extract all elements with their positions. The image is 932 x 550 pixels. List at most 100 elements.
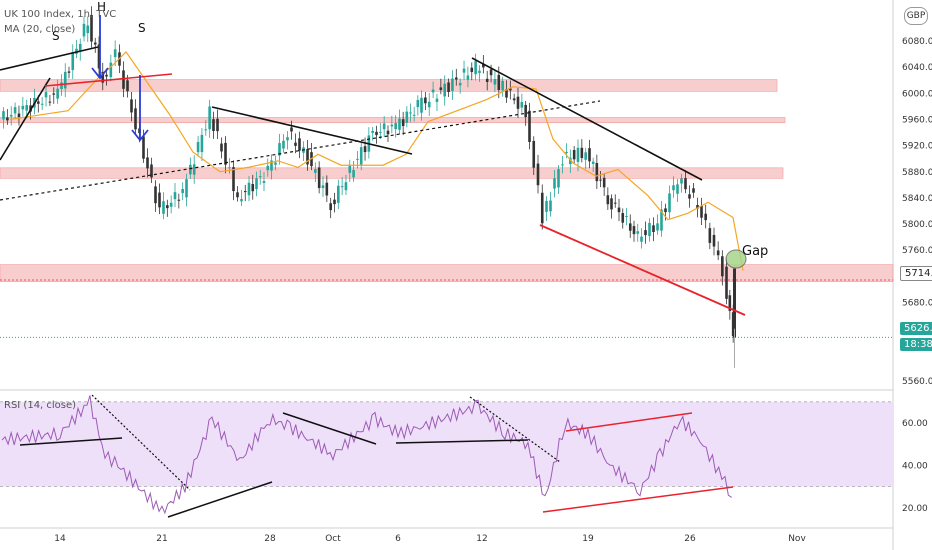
- candle-body: [520, 102, 524, 108]
- candle-body: [648, 222, 651, 237]
- candle-body: [644, 230, 647, 236]
- candle-body: [610, 198, 613, 210]
- candle-body: [595, 163, 599, 182]
- candle-body: [557, 169, 560, 188]
- candle-body: [298, 138, 301, 151]
- candle-body: [317, 167, 321, 189]
- candle-body: [696, 205, 699, 209]
- candle-body: [553, 178, 556, 189]
- rsi-rising-top: [565, 412, 693, 432]
- candle-body: [93, 42, 97, 45]
- candle-body: [44, 92, 48, 98]
- candle-body: [208, 106, 211, 130]
- rsi-dotted-trend-1: [91, 394, 191, 491]
- candle-body: [212, 119, 215, 131]
- candle-body: [63, 71, 67, 89]
- candle-body: [405, 111, 409, 123]
- candle-body: [721, 256, 724, 277]
- candle-body: [78, 43, 82, 52]
- candle-body: [158, 192, 161, 208]
- neckline-red: [44, 73, 173, 87]
- candle-body: [409, 112, 412, 114]
- candle-body: [224, 142, 227, 165]
- candle-body: [505, 89, 508, 98]
- candle-body: [258, 176, 262, 178]
- candle-body: [588, 148, 591, 162]
- gap-marker: [725, 249, 747, 269]
- candle-body: [621, 213, 625, 223]
- descending-trendline: [471, 57, 703, 181]
- annotation-s-left: S: [52, 29, 60, 43]
- candle-body: [333, 199, 336, 205]
- candle-body: [443, 83, 446, 97]
- rsi-flat-line-1: [19, 437, 123, 446]
- candle-body: [294, 142, 297, 146]
- candle-body: [664, 208, 667, 213]
- annotation-h: H: [97, 0, 106, 14]
- candle-body: [204, 129, 208, 131]
- candle-body: [113, 49, 117, 58]
- candle-body: [458, 82, 462, 86]
- rsi-line: [1, 395, 732, 515]
- x-tick-label: 14: [54, 534, 66, 544]
- candle-body: [447, 82, 450, 92]
- candle-body: [712, 234, 716, 247]
- candle-body: [262, 181, 266, 183]
- candle-body: [290, 127, 293, 132]
- candle-body: [82, 23, 86, 37]
- candle-body: [569, 157, 572, 165]
- candle-body: [109, 62, 113, 78]
- rsi-support-line: [167, 481, 273, 518]
- candle-body: [390, 124, 394, 127]
- candle-body: [431, 89, 435, 93]
- candle-body: [427, 101, 431, 108]
- rsi-legend: RSI (14, close): [4, 400, 77, 411]
- rsi-band: [0, 401, 893, 487]
- candle-body: [40, 103, 44, 105]
- candle-body: [17, 113, 21, 118]
- candle-body: [130, 99, 133, 113]
- x-tick-label: 21: [156, 534, 167, 544]
- candle-body: [545, 200, 548, 212]
- candle-body: [561, 164, 564, 166]
- candle-body: [424, 97, 427, 104]
- y-tick-label: 5880.0: [902, 168, 932, 178]
- candle-body: [266, 165, 270, 171]
- candle-body: [356, 158, 359, 160]
- candle-body: [700, 205, 703, 218]
- candle-body: [196, 141, 200, 153]
- channel-left: [0, 77, 51, 161]
- candle-body: [606, 195, 610, 205]
- candle-body: [60, 82, 63, 90]
- candle-body: [282, 140, 285, 149]
- candle-body: [455, 77, 458, 80]
- candle-body: [9, 114, 13, 117]
- down-arrow-head: [91, 67, 109, 80]
- candle-body: [394, 123, 397, 130]
- candle-body: [485, 78, 489, 82]
- candle-body: [37, 101, 40, 104]
- candle-body: [716, 250, 720, 256]
- x-tick-label: Oct: [325, 534, 341, 544]
- candle-body: [359, 147, 363, 165]
- candle-body: [286, 137, 289, 141]
- candle-body: [382, 123, 386, 130]
- candle-body: [524, 104, 527, 118]
- ma-legend: MA (20, close): [4, 24, 76, 35]
- rsi-rising-bottom: [542, 486, 734, 513]
- candle-body: [13, 107, 17, 114]
- candle-body: [462, 68, 466, 73]
- candle-body: [474, 61, 477, 75]
- candle-body: [501, 80, 504, 91]
- candle-body: [466, 75, 470, 80]
- annotation-s-right: S: [138, 21, 146, 35]
- candle-body: [348, 165, 352, 173]
- candle-body: [628, 223, 632, 231]
- y-tick-label: 5920.0: [902, 142, 932, 152]
- currency-badge[interactable]: GBP: [904, 7, 928, 25]
- candle-body: [549, 200, 552, 212]
- candle-body: [516, 96, 520, 109]
- candle-body: [478, 70, 481, 73]
- candle-body: [274, 162, 277, 165]
